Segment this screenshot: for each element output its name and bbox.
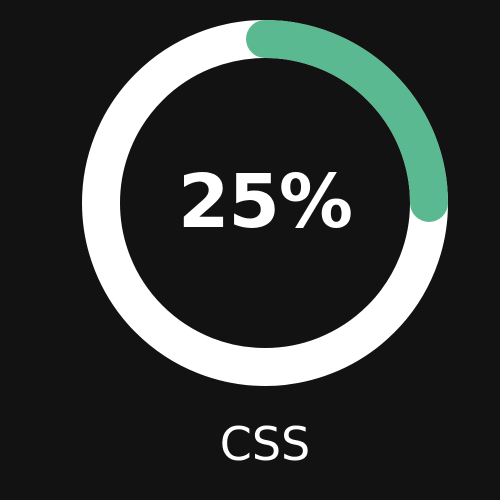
progress-ring-arc	[246, 20, 448, 222]
progress-label: CSS	[219, 417, 311, 471]
progress-percent-text: 25%	[177, 159, 353, 245]
